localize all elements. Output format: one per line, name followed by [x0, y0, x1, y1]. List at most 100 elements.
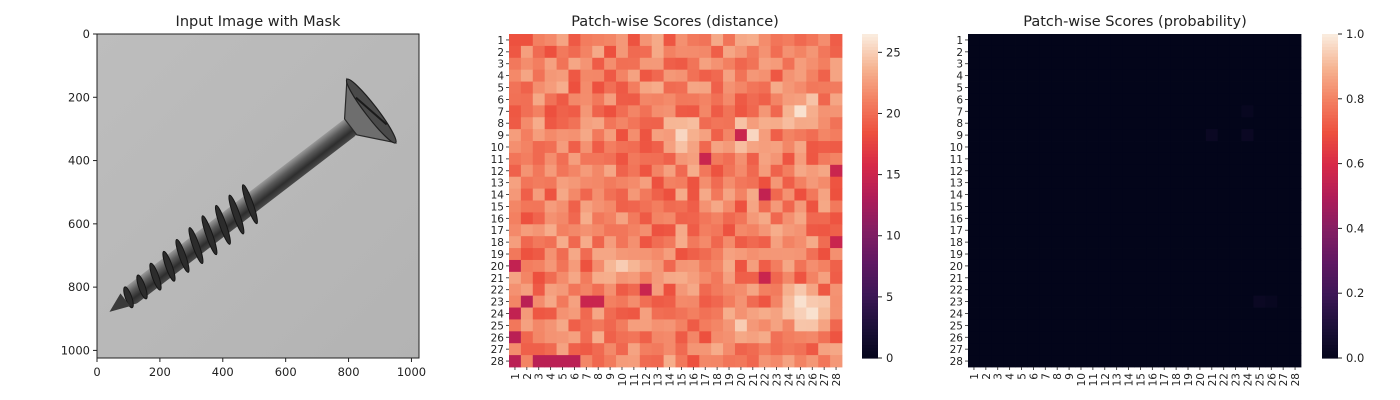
heatmap-cell	[1122, 271, 1135, 285]
heatmap-cell	[1015, 355, 1028, 368]
heatmap-cell	[1193, 259, 1207, 273]
heatmap-cell	[1134, 93, 1147, 106]
heatmap-cell	[782, 176, 795, 189]
heatmap-cell	[968, 295, 981, 308]
heatmap-cell	[746, 57, 760, 71]
heatmap-cell	[746, 283, 760, 297]
colorbar-segment	[1322, 43, 1338, 48]
heatmap-cell	[1253, 200, 1266, 213]
heatmap-cell	[1086, 164, 1100, 178]
heatmap-cell	[1146, 283, 1159, 297]
screw-thread	[201, 215, 218, 256]
heatmap-cell	[723, 212, 736, 225]
heatmap-cell	[723, 200, 736, 213]
heatmap-cell	[544, 81, 557, 94]
col-tick-label: 2	[522, 373, 534, 380]
image-y-tick-label: 1000	[61, 343, 90, 357]
heatmap-cell	[651, 141, 664, 154]
heatmap-cell	[699, 331, 712, 344]
heatmap-cell	[1241, 283, 1254, 297]
heatmap-cell	[1027, 164, 1040, 178]
heatmap-cell	[520, 93, 534, 106]
heatmap-cell	[830, 164, 843, 178]
heatmap-cell	[687, 117, 700, 130]
colorbar-segment	[1322, 332, 1338, 336]
heatmap-cell	[699, 248, 712, 261]
heatmap-cell	[806, 319, 819, 332]
row-tick-label: 13	[950, 178, 963, 190]
colorbar-segment	[862, 241, 878, 246]
heatmap-cell	[991, 129, 1005, 142]
heatmap-cell	[616, 236, 629, 249]
heatmap-cell	[734, 355, 748, 368]
heatmap-cell	[1110, 259, 1123, 273]
heatmap-cell	[675, 271, 688, 285]
col-tick-label: 13	[1112, 373, 1124, 386]
heatmap-cell	[544, 331, 557, 344]
colorbar-segment	[1322, 176, 1338, 181]
heatmap-cell	[711, 57, 724, 71]
heatmap-cell	[580, 212, 593, 225]
heatmap-cell	[968, 45, 981, 59]
colorbar-segment	[1322, 160, 1338, 165]
heatmap-cell	[580, 81, 593, 94]
heatmap-cell	[734, 283, 748, 297]
heatmap-cell	[794, 188, 807, 201]
heatmap-cell	[1098, 271, 1112, 285]
colorbar-segment	[1322, 241, 1338, 246]
heatmap-cell	[1003, 69, 1016, 82]
heatmap-cell	[1241, 188, 1254, 201]
image-y-tick-label: 800	[68, 280, 90, 294]
heatmap-cell	[627, 212, 641, 225]
panel3-title: Patch-wise Scores (probability)	[1023, 14, 1246, 30]
heatmap-cell	[806, 295, 819, 308]
heatmap-cell	[1015, 141, 1028, 154]
heatmap-cell	[830, 81, 843, 94]
col-tick-label: 4	[1005, 373, 1017, 380]
heatmap-cell	[639, 57, 653, 71]
row-tick-label: 15	[491, 201, 504, 213]
heatmap-cell	[1182, 200, 1195, 213]
heatmap-cell	[509, 129, 522, 142]
heatmap-cell	[746, 69, 760, 82]
heatmap-cell	[1122, 117, 1135, 130]
image-x-tick-label: 200	[149, 365, 171, 379]
heatmap-cell	[604, 200, 617, 213]
heatmap-cell	[723, 69, 736, 82]
heatmap-cell	[568, 45, 581, 59]
heatmap-cell	[1277, 188, 1290, 201]
heatmap-cell	[580, 45, 593, 59]
colorbar-segment	[862, 254, 878, 259]
heatmap-cell	[1289, 343, 1302, 356]
colorbar-segment	[1322, 341, 1338, 346]
heatmap-cell	[770, 259, 783, 273]
heatmap-cell	[979, 283, 993, 297]
heatmap-cell	[1027, 331, 1040, 344]
heatmap-cell	[734, 81, 748, 94]
colorbar-segment	[862, 34, 878, 38]
heatmap-cell	[627, 105, 641, 118]
heatmap-cell	[1205, 129, 1219, 142]
heatmap-cell	[1229, 224, 1242, 237]
heatmap-cell	[1039, 188, 1052, 201]
heatmap-cell	[1217, 212, 1231, 225]
colorbar-segment	[862, 186, 878, 191]
row-tick-label: 12	[491, 166, 504, 178]
col-tick-label: 22	[1219, 373, 1231, 386]
colorbar-segment	[862, 315, 878, 320]
colorbar-segment	[1322, 335, 1338, 340]
heatmap-cell	[830, 45, 843, 59]
heatmap-cell	[1075, 69, 1088, 82]
heatmap-cell	[532, 34, 546, 47]
colorbar-segment	[862, 98, 878, 103]
heatmap-cell	[604, 224, 617, 237]
colorbar-segment	[862, 277, 878, 281]
heatmap-cell	[1075, 129, 1088, 142]
heatmap-cell	[1051, 355, 1064, 368]
colorbar-segment	[862, 345, 878, 349]
heatmap-cell	[651, 34, 664, 47]
heatmap-cell	[1075, 271, 1088, 285]
col-tick-label: 13	[653, 373, 665, 386]
heatmap-cell	[1277, 69, 1290, 82]
heatmap-cell	[1229, 343, 1242, 356]
